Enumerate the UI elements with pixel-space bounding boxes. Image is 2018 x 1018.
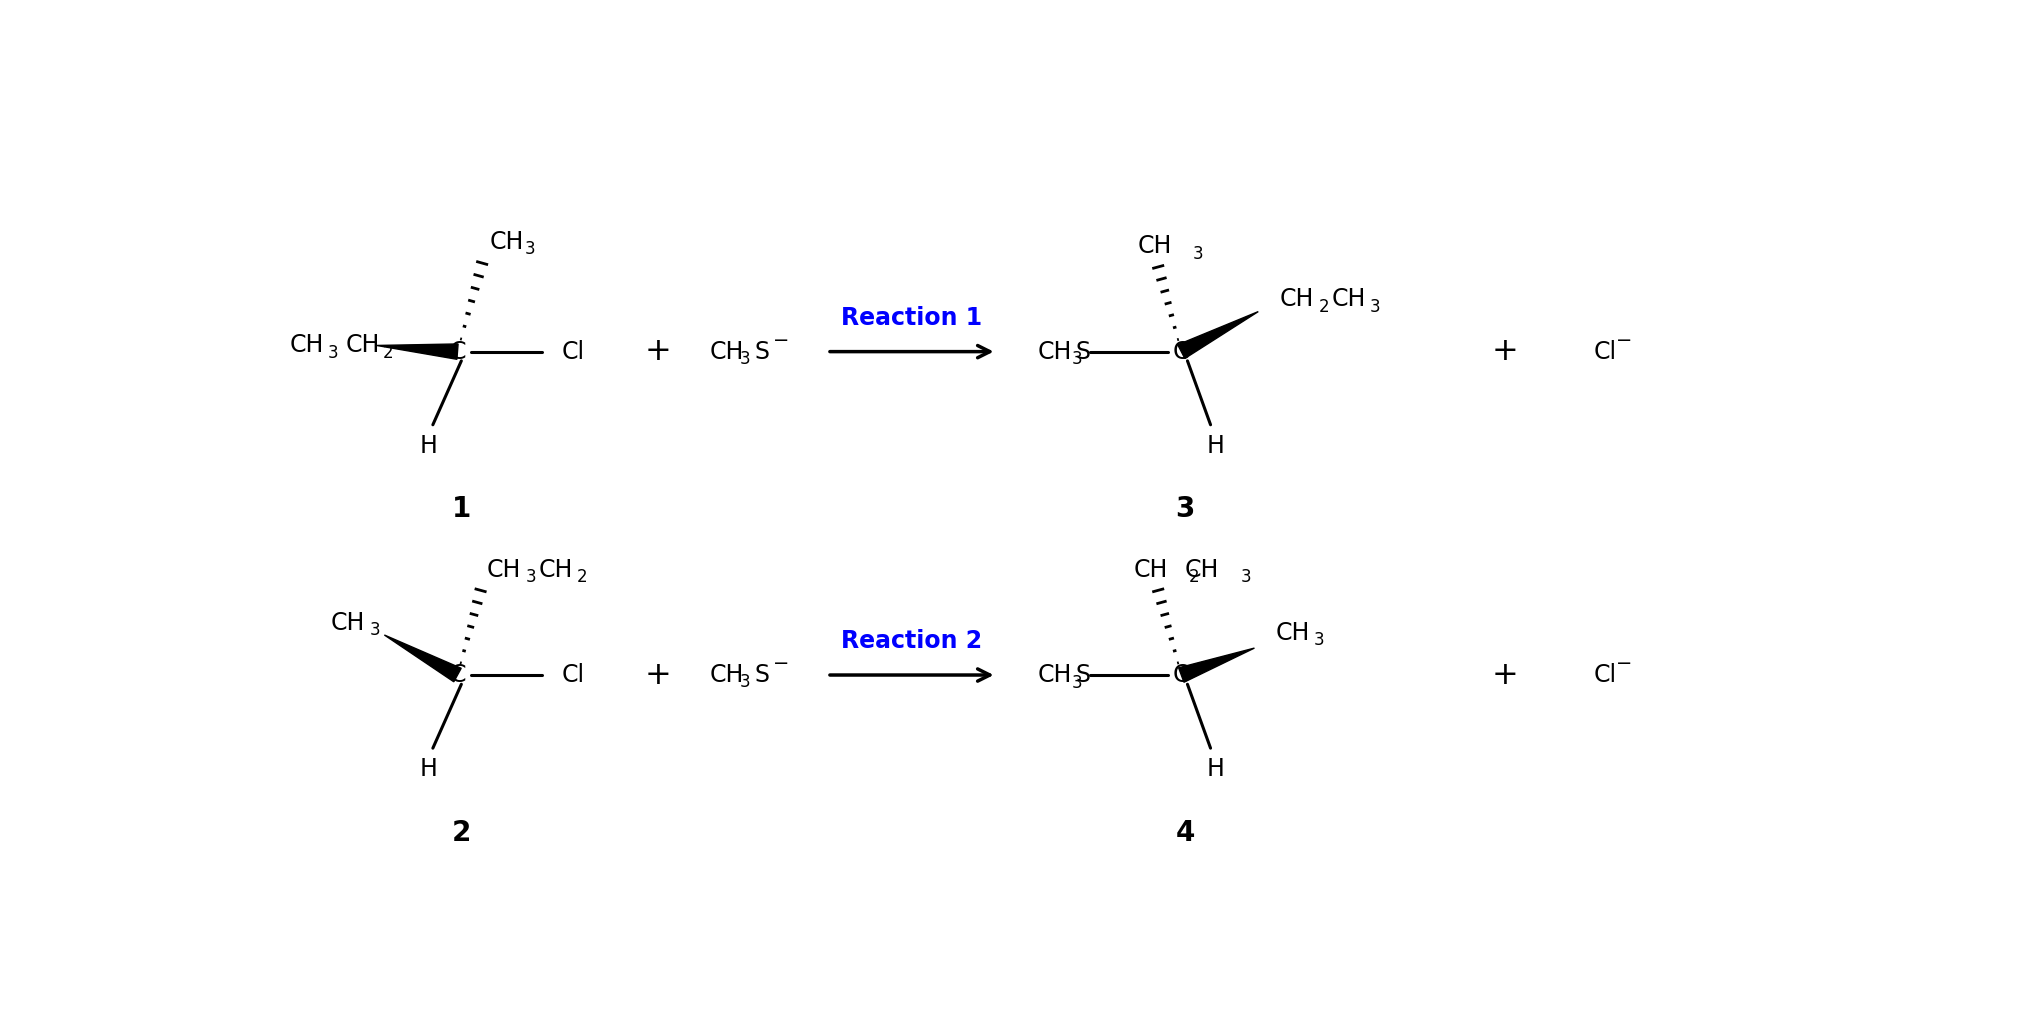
Text: S: S bbox=[755, 663, 769, 687]
Text: C: C bbox=[450, 663, 466, 687]
Text: CH: CH bbox=[1037, 340, 1072, 363]
Text: CH: CH bbox=[331, 611, 365, 634]
Text: 3: 3 bbox=[1314, 631, 1324, 649]
Text: CH: CH bbox=[1138, 234, 1172, 259]
Text: +: + bbox=[1491, 336, 1518, 367]
Text: Cl: Cl bbox=[561, 663, 585, 687]
Text: H: H bbox=[1207, 757, 1225, 781]
Text: 2: 2 bbox=[383, 344, 394, 362]
Polygon shape bbox=[1179, 648, 1255, 682]
Text: Cl: Cl bbox=[1594, 663, 1616, 687]
Text: 3: 3 bbox=[739, 673, 751, 691]
Text: CH: CH bbox=[539, 558, 573, 581]
Text: Reaction 2: Reaction 2 bbox=[842, 629, 983, 654]
Text: S: S bbox=[755, 340, 769, 363]
Polygon shape bbox=[377, 344, 458, 359]
Text: 4: 4 bbox=[1174, 818, 1195, 847]
Text: C: C bbox=[1172, 663, 1189, 687]
Text: +: + bbox=[644, 660, 672, 690]
Text: Reaction 1: Reaction 1 bbox=[842, 306, 983, 330]
Polygon shape bbox=[1179, 312, 1259, 358]
Text: H: H bbox=[420, 757, 438, 781]
Text: Cl: Cl bbox=[1594, 340, 1616, 363]
Text: −: − bbox=[773, 331, 789, 349]
Text: CH: CH bbox=[490, 229, 525, 253]
Text: 3: 3 bbox=[1072, 674, 1082, 691]
Polygon shape bbox=[383, 635, 462, 682]
Text: H: H bbox=[1207, 434, 1225, 457]
Text: CH: CH bbox=[1275, 621, 1310, 644]
Text: Cl: Cl bbox=[561, 340, 585, 363]
Text: 2: 2 bbox=[1318, 298, 1330, 316]
Text: CH: CH bbox=[1279, 287, 1314, 312]
Text: 3: 3 bbox=[525, 240, 535, 259]
Text: 2: 2 bbox=[577, 568, 587, 586]
Text: CH: CH bbox=[1185, 558, 1219, 581]
Text: CH: CH bbox=[1037, 663, 1072, 687]
Text: +: + bbox=[1491, 660, 1518, 690]
Text: 3: 3 bbox=[1174, 496, 1195, 523]
Text: 3: 3 bbox=[1370, 298, 1380, 316]
Text: −: − bbox=[1616, 654, 1633, 673]
Text: C: C bbox=[450, 340, 466, 363]
Text: CH: CH bbox=[1332, 287, 1366, 312]
Text: C: C bbox=[1172, 340, 1189, 363]
Text: H: H bbox=[420, 434, 438, 457]
Text: 2: 2 bbox=[1189, 568, 1199, 586]
Text: 3: 3 bbox=[1241, 568, 1251, 586]
Text: 3: 3 bbox=[525, 568, 537, 586]
Text: 3: 3 bbox=[329, 344, 339, 362]
Text: CH: CH bbox=[291, 334, 325, 357]
Text: −: − bbox=[773, 654, 789, 673]
Text: CH: CH bbox=[710, 340, 745, 363]
Text: +: + bbox=[644, 336, 672, 367]
Text: 1: 1 bbox=[452, 496, 470, 523]
Text: CH: CH bbox=[1134, 558, 1168, 581]
Text: 3: 3 bbox=[739, 349, 751, 367]
Text: 3: 3 bbox=[1072, 350, 1082, 369]
Text: S: S bbox=[1076, 663, 1090, 687]
Text: CH: CH bbox=[345, 334, 379, 357]
Text: CH: CH bbox=[486, 558, 521, 581]
Text: 3: 3 bbox=[1193, 245, 1203, 263]
Text: −: − bbox=[1616, 331, 1633, 349]
Text: 3: 3 bbox=[369, 621, 379, 639]
Text: CH: CH bbox=[710, 663, 745, 687]
Text: S: S bbox=[1076, 340, 1090, 363]
Text: 2: 2 bbox=[452, 818, 470, 847]
